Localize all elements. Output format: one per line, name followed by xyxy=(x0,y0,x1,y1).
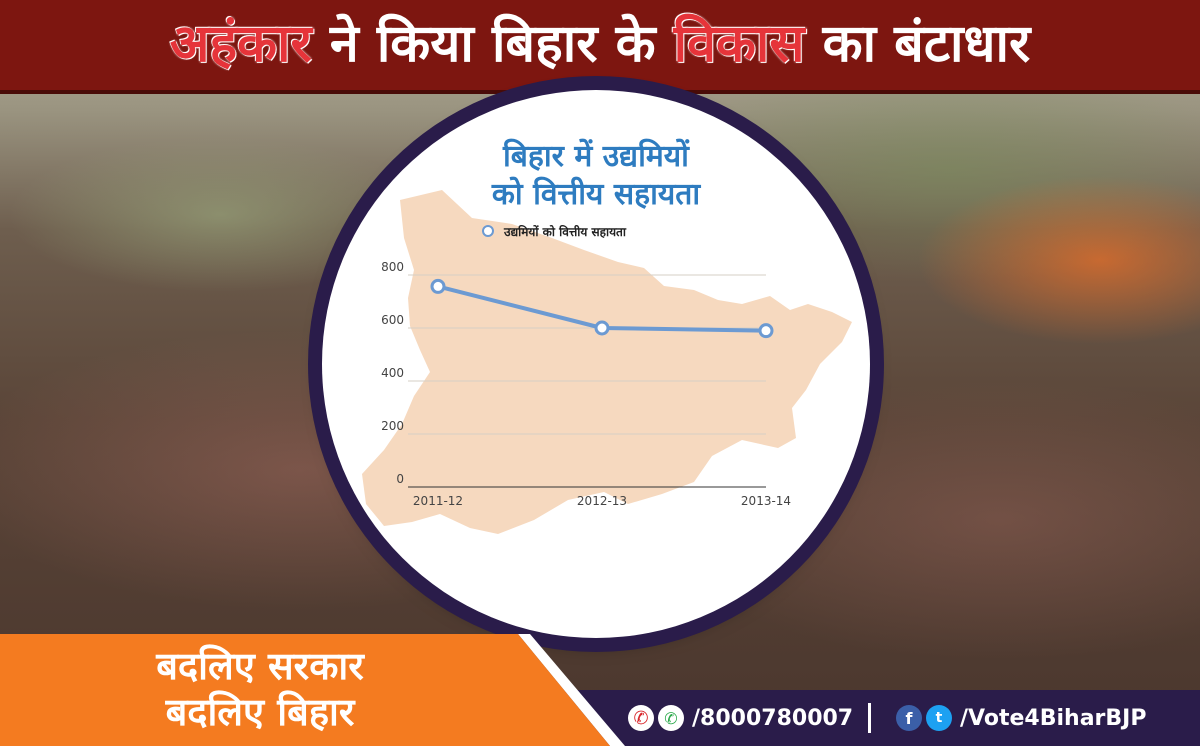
social-contact: f t /Vote4BiharBJP xyxy=(896,700,1146,736)
data-point xyxy=(594,320,610,336)
headline-word-ahankar: अहंकार xyxy=(169,14,312,74)
slogan-box xyxy=(0,634,610,746)
chart-circle: 0 200 400 600 800 2011-12 2012-13 2013-14 बिहार… xyxy=(322,90,870,638)
slogan-line-2: बदलिए बिहार xyxy=(165,690,355,734)
slogan-line-1: बदलिए सरकार xyxy=(156,644,364,688)
phone-number[interactable]: /8000780007 xyxy=(692,705,854,731)
whatsapp-icon: ✆ xyxy=(658,705,684,731)
missed-call-icon: ✆ xyxy=(628,705,654,731)
y-tick-label: 800 xyxy=(381,260,404,274)
legend-label: उद्यमियों को वित्तीय सहायता xyxy=(504,224,626,239)
y-tick-label: 600 xyxy=(381,313,404,327)
phone-contact: ✆ ✆ /8000780007 xyxy=(628,700,853,736)
y-tick-label: 0 xyxy=(396,472,404,486)
y-tick-label: 400 xyxy=(381,366,404,380)
social-handle[interactable]: /Vote4BiharBJP xyxy=(960,705,1147,731)
headline: अहंकार ने किया बिहार के विकास का बंटाधार xyxy=(0,4,1200,84)
bihar-map-shape xyxy=(362,190,852,534)
line-chart: 0 200 400 600 800 2011-12 2012-13 2013-14 xyxy=(362,190,852,534)
x-tick-label: 2012-13 xyxy=(577,494,627,508)
chart-title-line1: बिहार में उद्यमियों xyxy=(503,139,689,174)
contact-divider xyxy=(868,703,871,733)
facebook-icon[interactable]: f xyxy=(896,705,922,731)
legend-marker xyxy=(482,225,494,237)
data-point xyxy=(758,323,774,339)
x-tick-label: 2013-14 xyxy=(741,494,791,508)
data-point xyxy=(430,278,446,294)
headline-word-vikas: विकास xyxy=(673,14,805,74)
x-tick-label: 2011-12 xyxy=(413,494,463,508)
chart-legend: उद्यमियों को वित्तीय सहायता xyxy=(482,222,626,240)
headline-text-end: का बंटाधार xyxy=(804,14,1031,74)
chart-title-line2: को वित्तीय सहायता xyxy=(491,177,701,212)
headline-text-middle: ने किया बिहार के xyxy=(311,14,674,74)
y-tick-label: 200 xyxy=(381,419,404,433)
twitter-icon[interactable]: t xyxy=(926,705,952,731)
